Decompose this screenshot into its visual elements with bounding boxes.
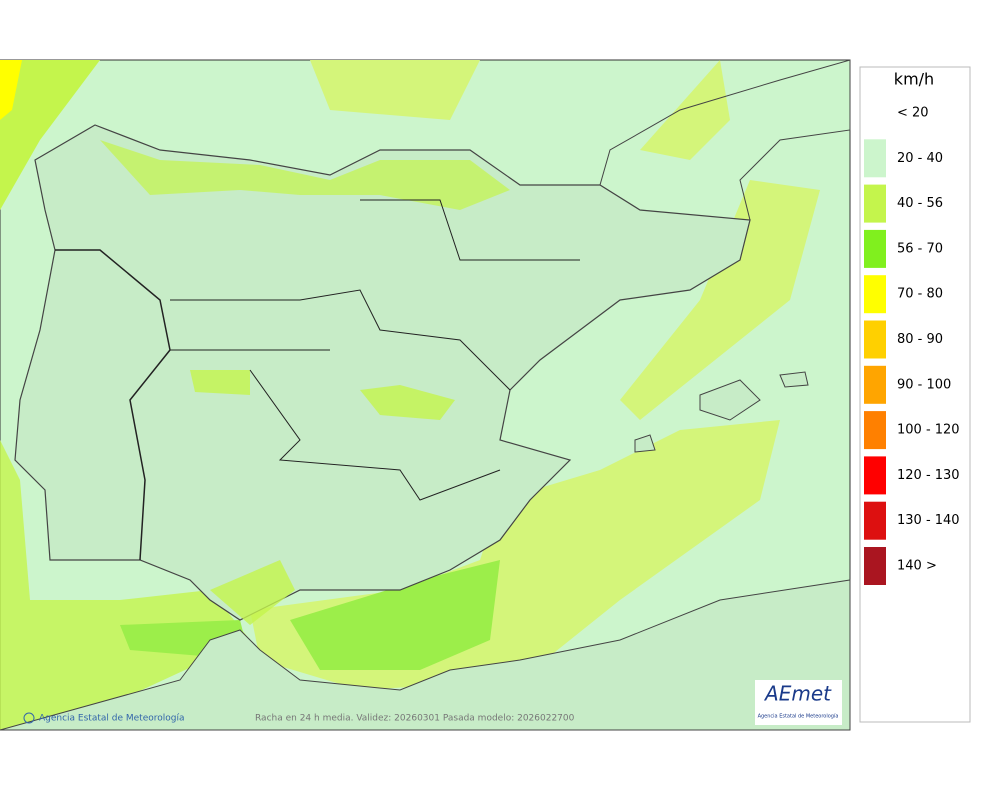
legend-label: < 20	[897, 106, 929, 121]
caption: Racha en 24 h media. Validez: 20260301 P…	[255, 714, 575, 724]
legend-label: 80 - 90	[897, 332, 943, 347]
agency-credit: Agencia Estatal de Meteorología	[39, 714, 185, 724]
wind-band	[620, 180, 820, 420]
legend-label: 100 - 120	[897, 423, 960, 438]
logo-subtitle: Agencia Estatal de Meteorología	[758, 713, 839, 720]
legend-label: 20 - 40	[897, 151, 943, 166]
wind-band	[0, 60, 22, 120]
legend-swatch	[864, 275, 886, 314]
wind-band	[290, 560, 500, 670]
coast	[599, 59, 851, 221]
legend-swatch	[864, 456, 886, 495]
legend: km/h < 20 20 - 40 40 - 56 56 - 70 70 - 80 80 …	[859, 66, 971, 723]
legend-label: 56 - 70	[897, 241, 943, 256]
legend-label: 130 - 140	[897, 513, 960, 528]
legend-label: 140 >	[897, 559, 937, 574]
africa	[0, 579, 851, 731]
land	[14, 124, 751, 621]
legend-label: 70 - 80	[897, 287, 943, 302]
legend-title: km/h	[894, 70, 934, 89]
legend-swatch	[864, 229, 886, 268]
island	[634, 371, 809, 453]
legend-swatch	[864, 547, 886, 585]
wind-band	[310, 60, 480, 120]
wind-band	[190, 370, 455, 625]
wind-band	[0, 60, 100, 210]
wind-band	[100, 140, 510, 210]
map: Agencia Estatal de Meteorología Racha en…	[0, 59, 851, 731]
legend-swatch	[864, 365, 886, 404]
legend-swatch	[864, 184, 886, 223]
legend-label: 120 - 130	[897, 468, 960, 483]
wind-band	[0, 440, 250, 730]
legend-swatch	[864, 501, 886, 540]
logo-name: AEmet	[763, 682, 832, 706]
legend-swatch	[864, 139, 886, 178]
region-border	[170, 199, 580, 501]
legend-label: 40 - 56	[897, 196, 943, 211]
legend-label: 90 - 100	[897, 377, 951, 392]
copyright-icon	[23, 712, 35, 724]
logo-box	[755, 680, 842, 725]
legend-swatch	[864, 411, 886, 450]
legend-swatch	[864, 320, 886, 359]
wind-band	[640, 60, 730, 160]
